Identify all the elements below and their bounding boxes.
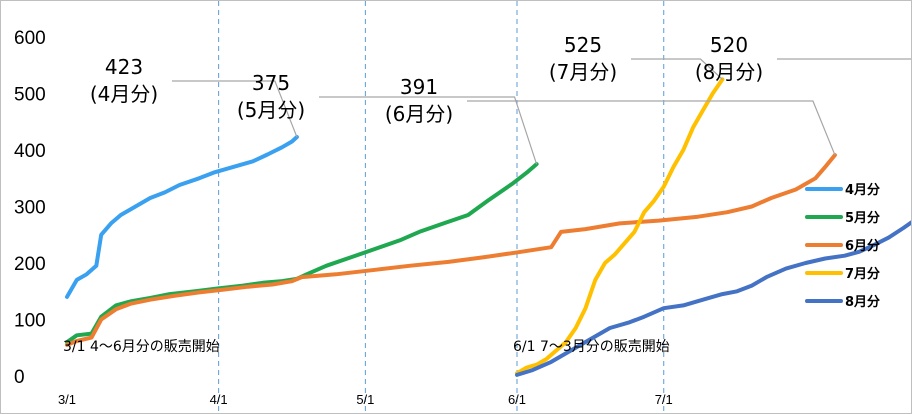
x-tick-label: 6/1 bbox=[508, 392, 526, 407]
y-tick-label: 100 bbox=[14, 311, 46, 332]
x-tick-label: 7/1 bbox=[655, 392, 673, 407]
y-tick-label: 300 bbox=[14, 198, 46, 219]
y-tick-label: 500 bbox=[14, 85, 46, 106]
vertical-reference-lines bbox=[218, 1, 665, 413]
series-line-1 bbox=[65, 135, 299, 299]
callout-month: (8月分) bbox=[695, 60, 763, 84]
series-line-3 bbox=[65, 153, 837, 347]
callout-month: (6月分) bbox=[385, 102, 453, 126]
callout-month: (5月分) bbox=[237, 98, 305, 122]
sales-start-annotation: 3/1 4〜6月分の販売開始 bbox=[63, 339, 220, 355]
callout-month: (7月分) bbox=[549, 60, 617, 84]
data-callouts: 423 (4月分) 375 (5月分) 391 (6月分) 525 (7月分) 520 (8月分) bbox=[90, 33, 911, 165]
annotations: 3/1 4〜6月分の販売開始 6/1 7〜3月分の販売開始 bbox=[63, 339, 670, 355]
series-line-5 bbox=[515, 220, 911, 377]
callout-value: 525 bbox=[564, 33, 602, 57]
legend-label-2: 5月分 bbox=[845, 210, 880, 226]
x-axis: 3/1 4/1 5/1 6/1 7/1 bbox=[58, 392, 673, 407]
legend-label-1: 4月分 bbox=[845, 182, 880, 198]
legend: 4月分 5月分 6月分 7月分 8月分 bbox=[805, 182, 880, 310]
callout-leader-line bbox=[631, 58, 723, 80]
y-axis: 0 100 200 300 400 500 600 bbox=[14, 28, 46, 388]
legend-label-4: 7月分 bbox=[845, 266, 880, 282]
y-tick-label: 400 bbox=[14, 141, 46, 162]
callout-value: 375 bbox=[252, 71, 290, 95]
y-tick-label: 600 bbox=[14, 28, 46, 49]
sales-start-annotation: 6/1 7〜3月分の販売開始 bbox=[513, 339, 670, 355]
series-line-4 bbox=[515, 77, 725, 376]
callout-leader-line bbox=[319, 96, 538, 165]
y-tick-label: 0 bbox=[14, 367, 25, 388]
callout-leader-line bbox=[172, 80, 298, 138]
legend-label-3: 6月分 bbox=[845, 238, 880, 254]
legend-label-5: 8月分 bbox=[845, 294, 880, 310]
callout-value: 423 bbox=[105, 55, 143, 79]
callout-value: 520 bbox=[710, 33, 748, 57]
callout-leader-line bbox=[467, 100, 836, 156]
x-tick-label: 4/1 bbox=[210, 392, 228, 407]
callout-month: (4月分) bbox=[90, 82, 158, 106]
series-lines bbox=[65, 77, 911, 377]
x-tick-label: 5/1 bbox=[356, 392, 374, 407]
x-tick-label: 3/1 bbox=[58, 392, 76, 407]
callout-value: 391 bbox=[400, 75, 438, 99]
y-tick-label: 200 bbox=[14, 254, 46, 275]
series-line-2 bbox=[65, 162, 539, 345]
callout-leader-line bbox=[777, 58, 911, 60]
